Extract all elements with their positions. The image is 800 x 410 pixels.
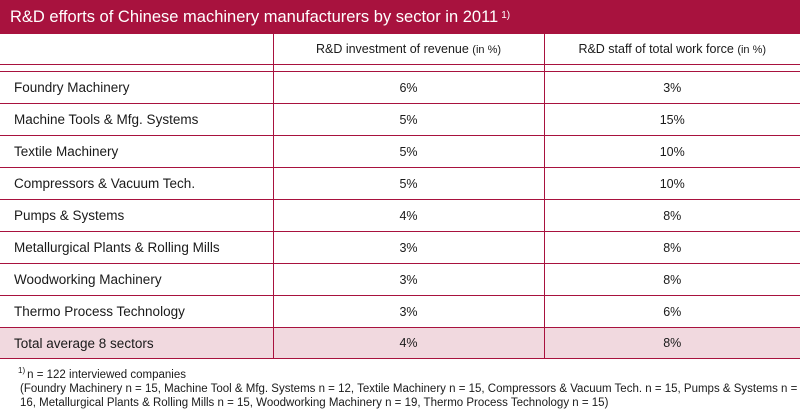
total-investment: 4% bbox=[272, 327, 545, 359]
table-row: Thermo Process Technology 3% 6% bbox=[0, 295, 800, 328]
sector-name: Textile Machinery bbox=[0, 135, 274, 168]
table-row: Metallurgical Plants & Rolling Mills 3% 8% bbox=[0, 231, 800, 264]
table-row: Machine Tools & Mfg. Systems 5% 15% bbox=[0, 103, 800, 136]
staff-value: 8% bbox=[543, 231, 800, 264]
total-staff: 8% bbox=[543, 327, 800, 359]
investment-value: 3% bbox=[272, 295, 545, 328]
investment-value: 4% bbox=[272, 199, 545, 232]
footnote: 1) n = 122 interviewed companies (Foundry… bbox=[0, 359, 800, 410]
staff-value: 3% bbox=[543, 71, 800, 104]
footnote-sample-size: n = 122 interviewed companies bbox=[27, 368, 186, 381]
table-row: Foundry Machinery 6% 3% bbox=[0, 71, 800, 104]
table-header-row: R&D investment of revenue (in %) R&D sta… bbox=[0, 34, 800, 65]
table-row: Textile Machinery 5% 10% bbox=[0, 135, 800, 168]
column-header-sector bbox=[0, 34, 274, 65]
total-row: Total average 8 sectors 4% 8% bbox=[0, 327, 800, 359]
investment-value: 5% bbox=[272, 167, 545, 200]
footnote-detail: (Foundry Machinery n = 15, Machine Tool … bbox=[20, 382, 798, 409]
staff-value: 8% bbox=[543, 263, 800, 296]
column-header-investment: R&D investment of revenue (in %) bbox=[272, 34, 545, 65]
sector-name: Pumps & Systems bbox=[0, 199, 274, 232]
staff-value: 10% bbox=[543, 167, 800, 200]
table-row: Pumps & Systems 4% 8% bbox=[0, 199, 800, 232]
footnote-mark: 1) bbox=[18, 366, 26, 375]
sector-name: Machine Tools & Mfg. Systems bbox=[0, 103, 274, 136]
investment-value: 6% bbox=[272, 71, 545, 104]
total-label: Total average 8 sectors bbox=[0, 327, 274, 359]
sector-name: Metallurgical Plants & Rolling Mills bbox=[0, 231, 274, 264]
sector-name: Compressors & Vacuum Tech. bbox=[0, 167, 274, 200]
investment-value: 5% bbox=[272, 103, 545, 136]
column-header-staff: R&D staff of total work force (in %) bbox=[543, 34, 800, 65]
investment-value: 3% bbox=[272, 231, 545, 264]
table-title-bar: R&D efforts of Chinese machinery manufac… bbox=[0, 0, 800, 34]
sector-name: Woodworking Machinery bbox=[0, 263, 274, 296]
table-row: Compressors & Vacuum Tech. 5% 10% bbox=[0, 167, 800, 200]
sector-name: Thermo Process Technology bbox=[0, 295, 274, 328]
header-spacer bbox=[0, 64, 800, 72]
staff-value: 10% bbox=[543, 135, 800, 168]
table-body: Foundry Machinery 6% 3% Machine Tools & Mfg… bbox=[0, 71, 800, 328]
table-row: Woodworking Machinery 3% 8% bbox=[0, 263, 800, 296]
rd-table: R&D investment of revenue (in %) R&D sta… bbox=[0, 34, 800, 359]
staff-value: 8% bbox=[543, 199, 800, 232]
investment-value: 5% bbox=[272, 135, 545, 168]
investment-value: 3% bbox=[272, 263, 545, 296]
staff-value: 6% bbox=[543, 295, 800, 328]
staff-value: 15% bbox=[543, 103, 800, 136]
sector-name: Foundry Machinery bbox=[0, 71, 274, 104]
page-title: R&D efforts of Chinese machinery manufac… bbox=[10, 7, 499, 26]
title-footnote-mark: 1) bbox=[501, 9, 511, 21]
